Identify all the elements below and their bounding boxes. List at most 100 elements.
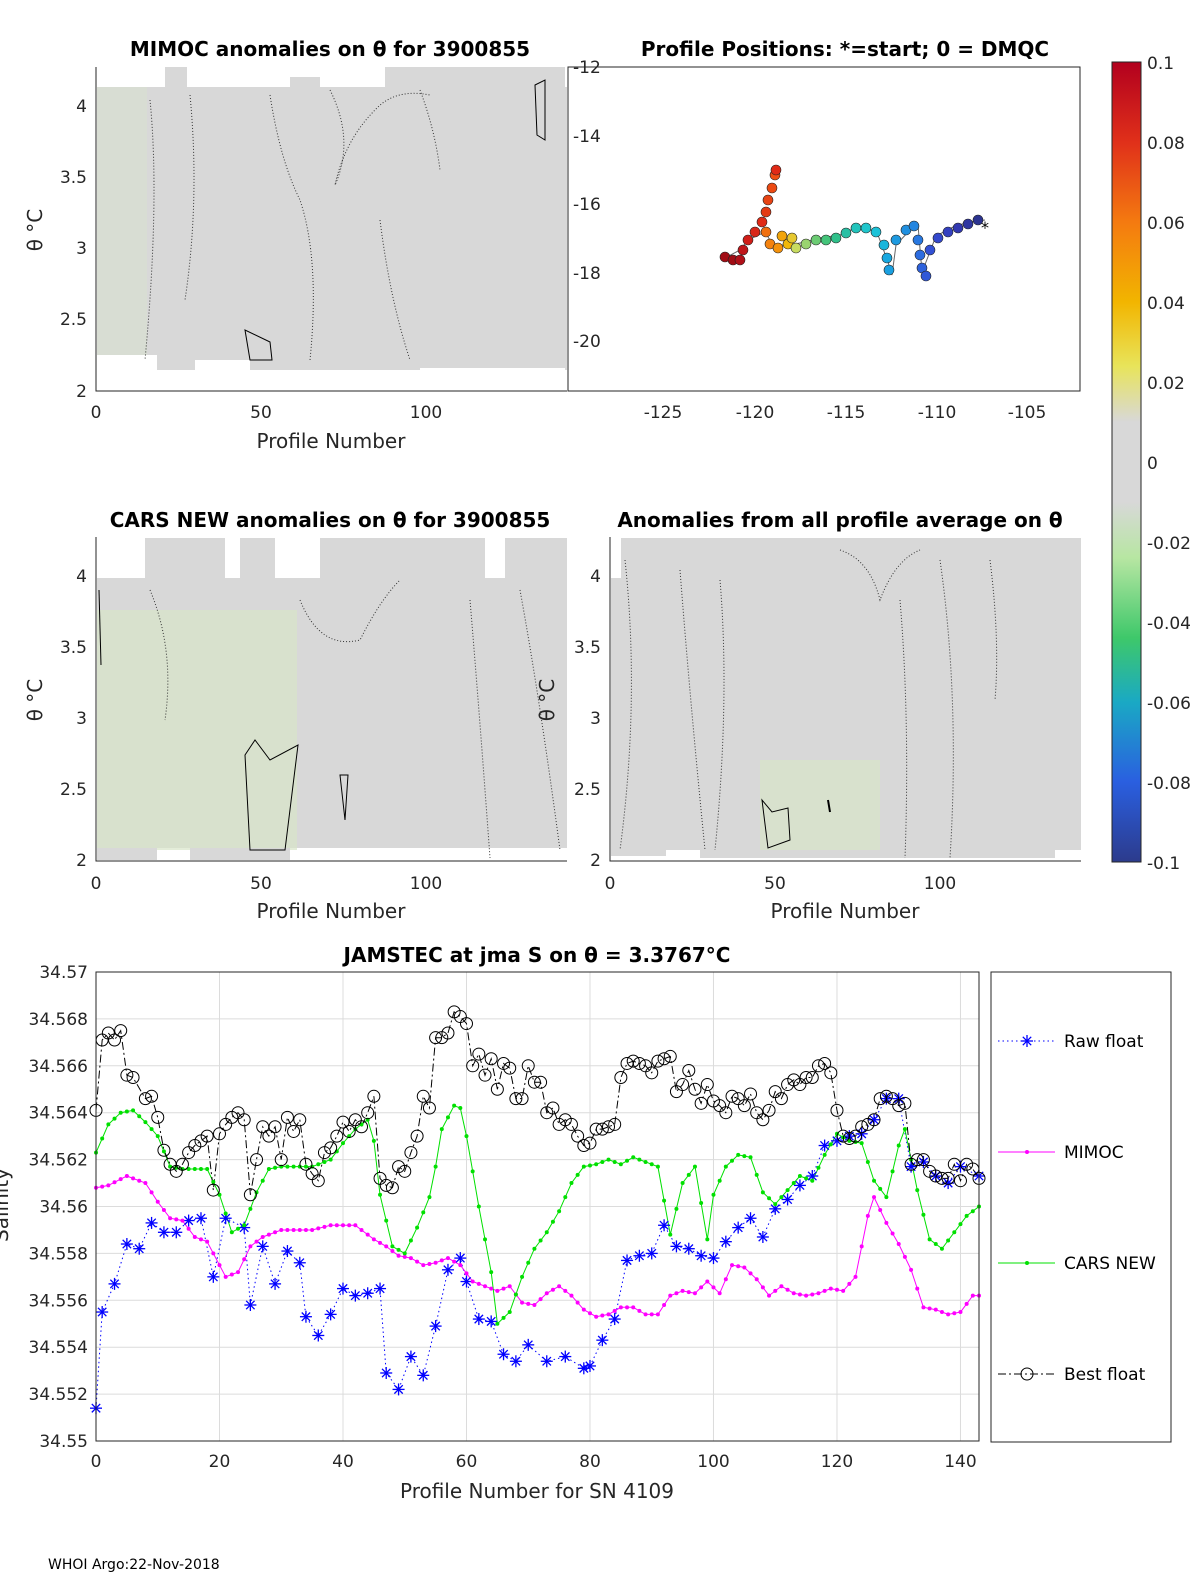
data-point: [902, 1127, 907, 1132]
data-point: [236, 1226, 241, 1231]
data-point: [342, 1124, 356, 1138]
data-point: [371, 1237, 376, 1242]
data-point: [773, 1288, 778, 1293]
data-point: [490, 1082, 504, 1096]
data-point: [563, 1195, 568, 1200]
data-point: [408, 1256, 413, 1261]
data-point: [433, 1164, 438, 1169]
data-point: [632, 1056, 646, 1070]
legend-label: MIMOC: [1064, 1143, 1124, 1163]
data-point: [384, 1218, 389, 1223]
data-point: [658, 1219, 671, 1232]
data-point: [595, 1122, 609, 1136]
data-point: [398, 1164, 412, 1178]
data-point: [748, 1155, 753, 1160]
data-point: [754, 1277, 759, 1282]
data-point: [384, 1244, 389, 1249]
data-point: [236, 1270, 241, 1275]
data-point: [192, 1234, 197, 1239]
legend-label: Best float: [1064, 1365, 1146, 1385]
data-point: [464, 1134, 469, 1139]
data-point: [464, 1271, 469, 1276]
data-point: [762, 1103, 776, 1117]
data-point: [625, 1158, 630, 1163]
svg-text:-0.1: -0.1: [1147, 854, 1180, 874]
data-point: [489, 1286, 494, 1291]
data-point: [756, 1113, 770, 1127]
data-point: [353, 1223, 358, 1228]
data-point: [485, 1315, 498, 1328]
data-point: [767, 1196, 772, 1201]
data-point: [365, 1232, 370, 1237]
data-point: [946, 1312, 951, 1317]
data-point: [433, 1260, 438, 1265]
data-point: [126, 1071, 140, 1085]
data-point: [643, 1312, 648, 1317]
svg-text:-115: -115: [827, 403, 866, 423]
legend-marker: [1025, 1261, 1029, 1265]
data-point: [182, 1146, 196, 1160]
data-point: [483, 1237, 488, 1242]
data-point: [898, 1096, 912, 1110]
data-point: [459, 1017, 473, 1031]
data-point: [439, 1127, 444, 1132]
data-point: [707, 1252, 720, 1265]
data-point: [112, 1180, 117, 1185]
data-point: [723, 1164, 728, 1169]
data-point: [655, 1312, 660, 1317]
data-point: [657, 1052, 671, 1066]
y-ticks: 34.55 34.552 34.554 34.556 34.558 34.56 34.562…: [29, 963, 88, 1452]
heatmap-area: [611, 538, 1081, 859]
data-point: [680, 1181, 685, 1186]
footer-credit: WHOI Argo:22-Nov-2018: [48, 1557, 220, 1573]
data-point: [905, 1160, 918, 1173]
data-point: [380, 1366, 393, 1379]
data-point: [120, 1068, 134, 1082]
data-point: [527, 1075, 541, 1089]
data-point: [161, 1208, 166, 1213]
data-point: [692, 1291, 697, 1296]
svg-text:50: 50: [764, 874, 786, 894]
data-point: [754, 1172, 759, 1177]
data-point: [452, 1103, 457, 1108]
data-point: [744, 1212, 757, 1225]
data-point: [410, 1129, 424, 1143]
data-point: [575, 1300, 580, 1305]
data-point: [328, 1157, 333, 1162]
y-axis-label: Salinity: [0, 1168, 13, 1242]
svg-text:100: 100: [410, 403, 442, 423]
legend-label: Raw float: [1064, 1032, 1144, 1052]
data-point: [174, 1217, 179, 1222]
y-tick-label: 34.55: [39, 1432, 88, 1452]
legend-entry: Best float: [998, 1365, 1146, 1385]
data-point: [730, 1263, 735, 1268]
x-tick-label: 120: [821, 1452, 853, 1472]
data-point: [614, 1071, 628, 1085]
data-point: [415, 1225, 420, 1230]
data-point: [625, 1305, 630, 1310]
data-point: [521, 1059, 535, 1073]
legend-entry: Raw float: [998, 1032, 1144, 1052]
svg-text:3.5: 3.5: [60, 168, 87, 188]
data-point: [933, 1242, 938, 1247]
data-point: [682, 1063, 696, 1077]
data-point: [303, 1227, 308, 1232]
data-point: [824, 1066, 838, 1080]
data-point: [970, 1209, 975, 1214]
data-point: [299, 1310, 312, 1323]
data-point: [538, 1238, 543, 1243]
data-point: [522, 1338, 535, 1351]
data-point: [884, 1220, 889, 1225]
data-point: [472, 1313, 485, 1326]
data-point: [602, 1120, 616, 1134]
data-point: [621, 1254, 634, 1267]
data-point: [779, 1195, 784, 1200]
data-point: [330, 1129, 344, 1143]
data-point: [606, 1157, 611, 1162]
data-point: [392, 1383, 405, 1396]
data-point: [489, 1270, 494, 1275]
data-point: [939, 1310, 944, 1315]
x-tick-label: 80: [579, 1452, 601, 1472]
data-point: [133, 1242, 146, 1255]
data-point: [268, 1120, 282, 1134]
